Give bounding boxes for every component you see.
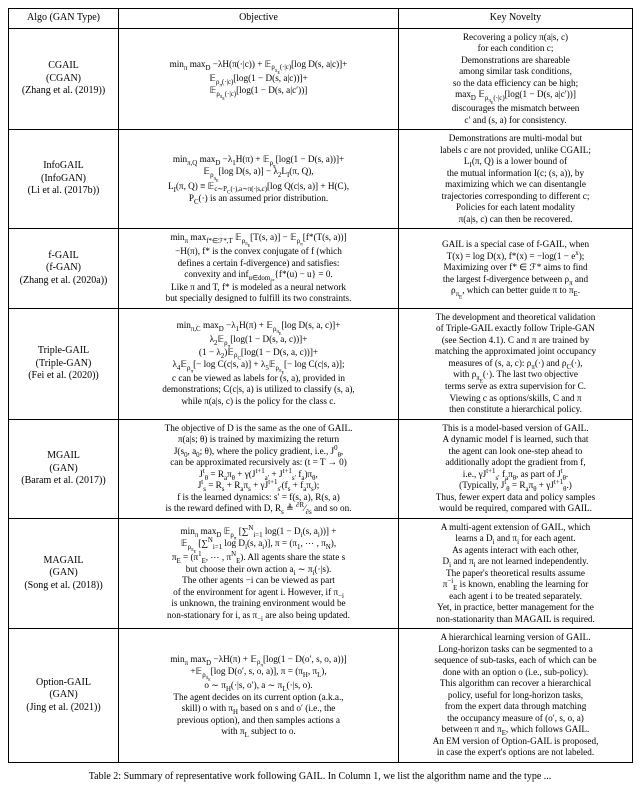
header-objective: Objective: [119, 9, 399, 29]
novelty-cell: GAIL is a special case of f-GAIL, whenT(…: [399, 229, 633, 308]
algo-cell: f-GAIL(f-GAN)(Zhang et al. (2020a)): [9, 229, 119, 308]
table-row: f-GAIL(f-GAN)(Zhang et al. (2020a))minπ …: [9, 229, 633, 308]
table-row: MAGAIL(GAN)(Song et al. (2018))minπ maxD…: [9, 518, 633, 629]
algo-cell: Option-GAIL(GAN)(Jing et al. (2021)): [9, 629, 119, 763]
algorithms-table: Algo (GAN Type) Objective Key Novelty CG…: [8, 8, 633, 763]
novelty-cell: This is a model-based version of GAIL.A …: [399, 419, 633, 518]
objective-cell: minπ maxD −λH(π(·|c)) + 𝔼ρπE(·|c)[log D(…: [119, 28, 399, 130]
objective-cell: minπ,C maxD −λ1H(π) + 𝔼ρπE[log D(s, a, c…: [119, 308, 399, 419]
novelty-cell: Recovering a policy π(a|s, c)for each co…: [399, 28, 633, 130]
table-body: CGAIL(CGAN)(Zhang et al. (2019))minπ max…: [9, 28, 633, 762]
table-row: MGAIL(GAN)(Baram et al. (2017))The objec…: [9, 419, 633, 518]
table-header-row: Algo (GAN Type) Objective Key Novelty: [9, 9, 633, 29]
objective-cell: minπ,Q maxD −λ1H(π) + 𝔼ρπ[log(1 − D(s, a…: [119, 130, 399, 229]
novelty-cell: A multi-agent extension of GAIL, whichle…: [399, 518, 633, 629]
algo-cell: Triple-GAIL(Triple-GAN)(Fei et al. (2020…: [9, 308, 119, 419]
objective-cell: minπ maxD 𝔼ρπ [∑Ni=1 log(1 − Di(s, ai))]…: [119, 518, 399, 629]
novelty-cell: The development and theoretical validati…: [399, 308, 633, 419]
algo-cell: MAGAIL(GAN)(Song et al. (2018)): [9, 518, 119, 629]
objective-cell: The objective of D is the same as the on…: [119, 419, 399, 518]
objective-cell: minπ maxf*∈ℱ*,T 𝔼ρπE[T(s, a)] − 𝔼ρπ[f*(T…: [119, 229, 399, 308]
novelty-cell: A hierarchical learning version of GAIL.…: [399, 629, 633, 763]
header-algo: Algo (GAN Type): [9, 9, 119, 29]
table-row: CGAIL(CGAN)(Zhang et al. (2019))minπ max…: [9, 28, 633, 130]
novelty-cell: Demonstrations are multi-modal butlabels…: [399, 130, 633, 229]
table-row: Option-GAIL(GAN)(Jing et al. (2021))minπ…: [9, 629, 633, 763]
algo-cell: InfoGAIL(InfoGAN)(Li et al. (2017b)): [9, 130, 119, 229]
algo-cell: MGAIL(GAN)(Baram et al. (2017)): [9, 419, 119, 518]
objective-cell: minπ maxD −λH(π) + 𝔼ρπ[log(1 − D(o′, s, …: [119, 629, 399, 763]
table-caption: Table 2: Summary of representative work …: [8, 771, 632, 782]
table-row: InfoGAIL(InfoGAN)(Li et al. (2017b))minπ…: [9, 130, 633, 229]
table-row: Triple-GAIL(Triple-GAN)(Fei et al. (2020…: [9, 308, 633, 419]
algo-cell: CGAIL(CGAN)(Zhang et al. (2019)): [9, 28, 119, 130]
header-novelty: Key Novelty: [399, 9, 633, 29]
